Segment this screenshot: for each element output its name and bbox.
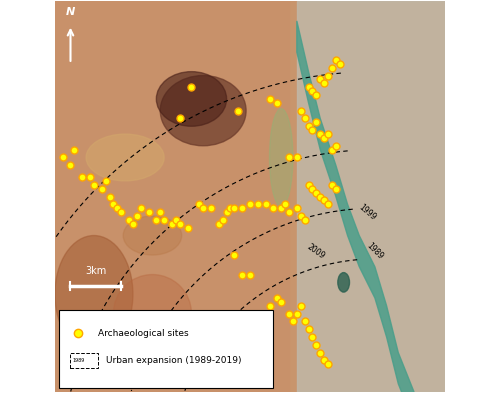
Text: Archaeological sites: Archaeological sites [98, 329, 188, 338]
Ellipse shape [123, 216, 182, 255]
Ellipse shape [160, 75, 246, 146]
Bar [55, 2, 289, 391]
Text: N: N [66, 7, 75, 17]
Text: 2009: 2009 [306, 242, 327, 261]
Ellipse shape [55, 235, 133, 353]
Text: 3km: 3km [85, 266, 106, 277]
Ellipse shape [270, 109, 293, 206]
Bar [59, 310, 274, 388]
Bar [70, 353, 98, 368]
Bar [297, 2, 445, 391]
Ellipse shape [156, 72, 226, 126]
Text: 2019: 2019 [247, 313, 268, 330]
Ellipse shape [86, 134, 164, 181]
Ellipse shape [338, 273, 349, 292]
Text: Urban expansion (1989-2019): Urban expansion (1989-2019) [106, 356, 241, 365]
Text: 1989: 1989 [365, 241, 385, 261]
Text: 1989: 1989 [72, 358, 85, 363]
Text: 1999: 1999 [357, 202, 378, 222]
Ellipse shape [114, 275, 192, 353]
Polygon shape [297, 21, 414, 393]
